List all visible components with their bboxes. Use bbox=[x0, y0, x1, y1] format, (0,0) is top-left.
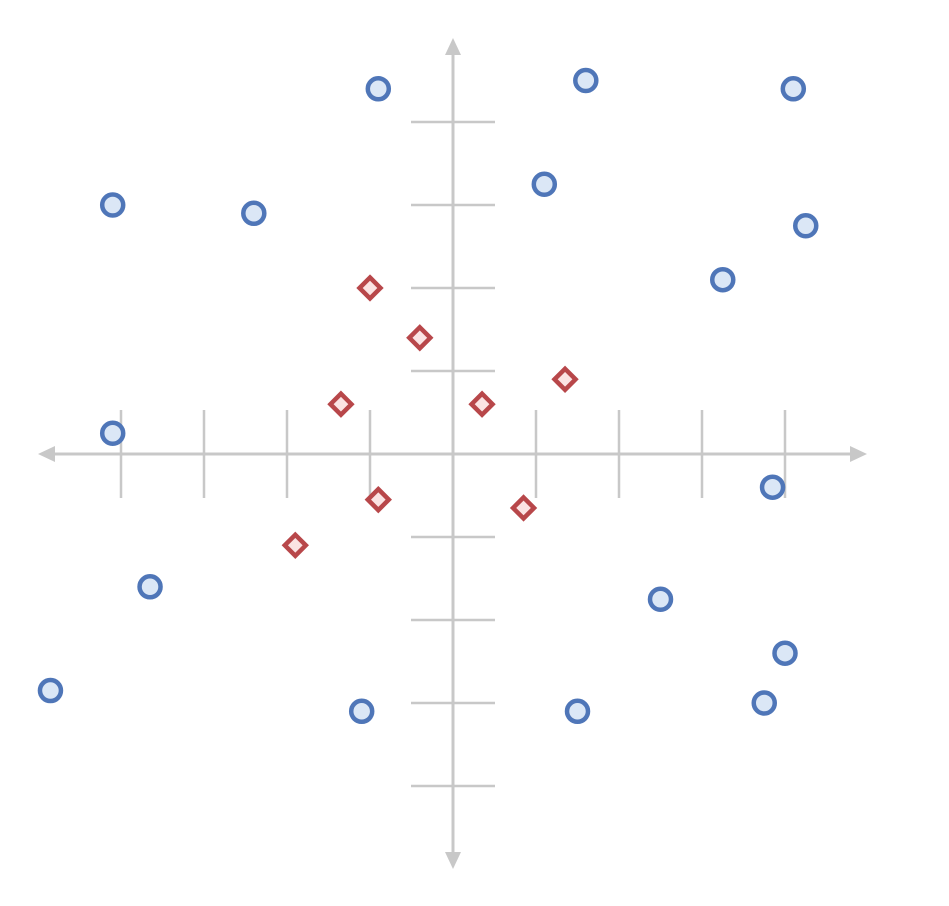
circle-point bbox=[348, 698, 375, 725]
diamond-point bbox=[356, 274, 384, 302]
series-0 bbox=[37, 67, 819, 725]
y-axis-top-arrow bbox=[445, 38, 461, 55]
data-points bbox=[37, 67, 819, 725]
diamond-point bbox=[406, 324, 434, 352]
series-1 bbox=[281, 274, 579, 559]
circle-point bbox=[793, 213, 819, 239]
circle-point bbox=[99, 192, 126, 218]
y-axis-bottom-arrow bbox=[445, 852, 461, 869]
circle-point bbox=[564, 698, 591, 725]
circle-point bbox=[751, 690, 777, 716]
diamond-point bbox=[281, 531, 309, 559]
circle-point bbox=[365, 76, 392, 102]
circle-point bbox=[759, 474, 786, 500]
circle-point bbox=[531, 171, 558, 197]
circle-point bbox=[37, 677, 64, 704]
diamond-point bbox=[327, 390, 355, 418]
circle-point bbox=[573, 67, 599, 94]
circle-point bbox=[710, 266, 736, 293]
circle-point bbox=[647, 586, 674, 612]
diamond-point bbox=[364, 485, 392, 514]
circle-point bbox=[772, 640, 798, 666]
circle-point bbox=[241, 200, 267, 227]
x-axis-left-arrow bbox=[38, 446, 55, 462]
circle-point bbox=[137, 574, 163, 600]
x-axis-right-arrow bbox=[850, 446, 867, 462]
diamond-point bbox=[509, 494, 538, 522]
circle-point bbox=[99, 420, 126, 446]
axes bbox=[38, 38, 867, 869]
diamond-point bbox=[468, 390, 496, 418]
diamond-point bbox=[551, 365, 579, 393]
circle-point bbox=[780, 76, 807, 102]
